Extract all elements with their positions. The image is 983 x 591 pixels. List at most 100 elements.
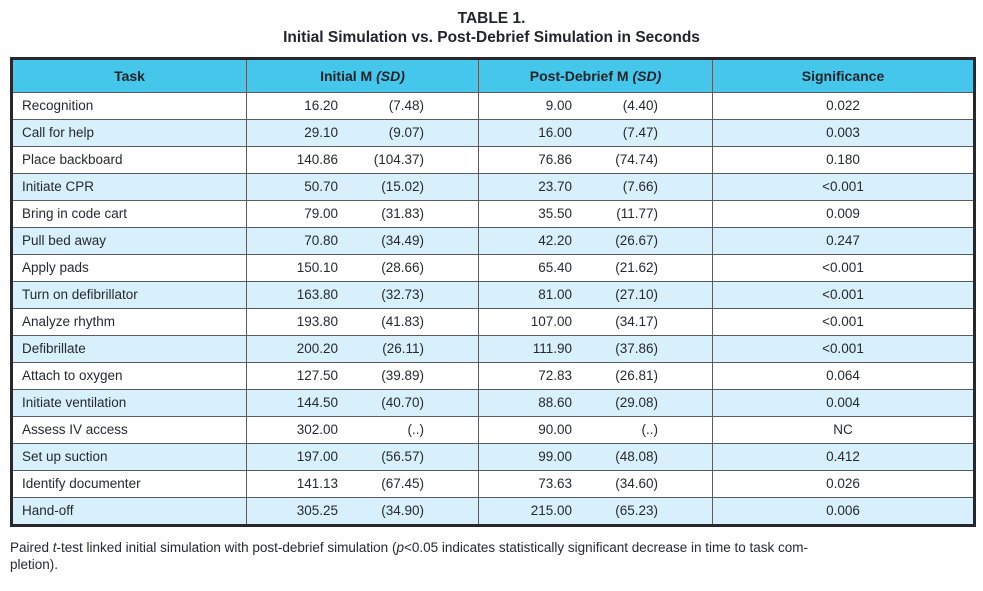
post-sd-value: (26.81)	[615, 368, 658, 384]
initial-mean-value: 197.00	[296, 449, 338, 465]
table-row: Hand-off 305.25 (34.90) 215.00 (65.23) 0.006	[11, 496, 975, 526]
initial-mean-value: 127.50	[296, 368, 338, 384]
initial-sd-value: (41.83)	[381, 314, 424, 330]
task-cell: Hand-off	[11, 496, 247, 526]
post-sd-value: (74.74)	[615, 152, 658, 168]
task-cell: Recognition	[11, 91, 247, 120]
initial-mean-value: 193.80	[296, 314, 338, 330]
post-sd-value: (7.66)	[622, 179, 658, 195]
header-post-sd-label: (SD)	[632, 67, 662, 84]
table-row: Call for help 29.10 (9.07) 16.00 (7.47) 0.003	[11, 118, 975, 147]
post-mean-value: 76.86	[538, 152, 572, 168]
task-cell: Turn on defibrillator	[11, 280, 247, 309]
post-m-sd-cell: 23.70 (7.66)	[478, 172, 713, 201]
post-m-sd-cell: 215.00 (65.23)	[478, 496, 713, 526]
table-row: Analyze rhythm 193.80 (41.83) 107.00 (34.17)…	[11, 307, 975, 336]
footnote-t-italic: t	[52, 539, 57, 555]
post-mean-value: 111.90	[532, 341, 572, 357]
initial-mean-value: 16.20	[304, 98, 338, 114]
initial-sd-value: (28.66)	[381, 260, 424, 276]
task-cell: Bring in code cart	[11, 199, 247, 228]
significance-cell: 0.412	[712, 442, 975, 471]
footnote-text: -test linked initial simulation with pos…	[56, 539, 397, 555]
task-cell: Initiate CPR	[11, 172, 247, 201]
post-mean-value: 215.00	[530, 503, 572, 519]
post-mean-value: 90.00	[538, 422, 572, 438]
footnote-text: <0.05 indicates statistically significan…	[403, 539, 809, 555]
initial-sd-value: (15.02)	[381, 179, 424, 195]
initial-mean-value: 302.00	[296, 422, 338, 438]
post-mean-value: 35.50	[538, 206, 572, 222]
significance-cell: 0.004	[712, 388, 975, 417]
initial-m-sd-cell: 150.10 (28.66)	[246, 253, 479, 282]
initial-m-sd-cell: 200.20 (26.11)	[246, 334, 479, 363]
post-sd-value: (65.23)	[615, 503, 658, 519]
post-sd-value: (26.67)	[615, 233, 658, 249]
footnote-p-italic: p	[396, 539, 404, 555]
table-caption: Initial Simulation vs. Post-Debrief Simu…	[283, 29, 700, 47]
post-mean-value: 23.70	[538, 179, 572, 195]
header-significance: Significance	[712, 57, 975, 93]
table-row: Initiate CPR 50.70 (15.02) 23.70 (7.66) <0.00…	[11, 172, 975, 201]
table-row: Attach to oxygen 127.50 (39.89) 72.83 (26.81…	[11, 361, 975, 390]
significance-cell: 0.026	[712, 469, 975, 498]
initial-sd-value: (..)	[407, 422, 425, 438]
post-sd-value: (27.10)	[615, 287, 658, 303]
initial-m-sd-cell: 163.80 (32.73)	[246, 280, 479, 309]
post-sd-value: (21.62)	[615, 260, 658, 276]
table-row: Apply pads 150.10 (28.66) 65.40 (21.62) <0.00…	[11, 253, 975, 282]
footnote-text: Paired	[10, 539, 53, 555]
initial-sd-value: (104.37)	[373, 152, 424, 168]
initial-mean-value: 200.20	[296, 341, 338, 357]
header-row: Task Initial M (SD) Post-Debrief M (SD) …	[11, 57, 975, 93]
task-cell: Assess IV access	[11, 415, 247, 444]
post-m-sd-cell: 35.50 (11.77)	[478, 199, 713, 228]
task-cell: Call for help	[11, 118, 247, 147]
results-table: Task Initial M (SD) Post-Debrief M (SD) …	[10, 56, 976, 527]
initial-mean-value: 305.25	[296, 503, 338, 519]
header-post-label: Post-Debrief M	[529, 67, 629, 84]
initial-m-sd-cell: 70.80 (34.49)	[246, 226, 479, 255]
task-cell: Defibrillate	[11, 334, 247, 363]
post-mean-value: 9.00	[545, 98, 572, 114]
post-m-sd-cell: 42.20 (26.67)	[478, 226, 713, 255]
task-cell: Attach to oxygen	[11, 361, 247, 390]
post-m-sd-cell: 111.90 (37.86)	[478, 334, 713, 363]
post-mean-value: 88.60	[538, 395, 572, 411]
task-cell: Place backboard	[11, 145, 247, 174]
header-initial: Initial M (SD)	[246, 57, 479, 93]
post-m-sd-cell: 107.00 (34.17)	[478, 307, 713, 336]
header-post-debrief: Post-Debrief M (SD)	[478, 57, 713, 93]
header-initial-sd-label: (SD)	[376, 67, 405, 84]
significance-cell: <0.001	[712, 172, 975, 201]
task-cell: Initiate ventilation	[11, 388, 247, 417]
initial-mean-value: 50.70	[304, 179, 338, 195]
task-cell: Analyze rhythm	[11, 307, 247, 336]
significance-cell: <0.001	[712, 253, 975, 282]
post-mean-value: 107.00	[530, 314, 572, 330]
table-title-block: TABLE 1. Initial Simulation vs. Post-Deb…	[0, 0, 983, 48]
table-row: Defibrillate 200.20 (26.11) 111.90 (37.86) <0…	[11, 334, 975, 363]
initial-sd-value: (7.48)	[388, 98, 424, 114]
post-m-sd-cell: 72.83 (26.81)	[478, 361, 713, 390]
post-mean-value: 65.40	[538, 260, 572, 276]
significance-cell: 0.009	[712, 199, 975, 228]
task-cell: Pull bed away	[11, 226, 247, 255]
post-sd-value: (37.86)	[615, 341, 658, 357]
significance-cell: <0.001	[712, 307, 975, 336]
initial-m-sd-cell: 302.00 (..)	[246, 415, 479, 444]
initial-sd-value: (40.70)	[381, 395, 424, 411]
initial-m-sd-cell: 141.13 (67.45)	[246, 469, 479, 498]
post-m-sd-cell: 65.40 (21.62)	[478, 253, 713, 282]
significance-cell: 0.022	[712, 91, 975, 120]
table-row: Turn on defibrillator 163.80 (32.73) 81.00 (…	[11, 280, 975, 309]
post-mean-value: 73.63	[538, 476, 572, 492]
initial-mean-value: 144.50	[296, 395, 338, 411]
initial-sd-value: (34.90)	[381, 503, 424, 519]
initial-mean-value: 150.10	[296, 260, 338, 276]
post-mean-value: 72.83	[538, 368, 572, 384]
initial-sd-value: (67.45)	[381, 476, 424, 492]
significance-cell: 0.064	[712, 361, 975, 390]
table-row: Recognition 16.20 (7.48) 9.00 (4.40) 0.022	[11, 91, 975, 120]
table-row: Initiate ventilation 144.50 (40.70) 88.60 (2…	[11, 388, 975, 417]
